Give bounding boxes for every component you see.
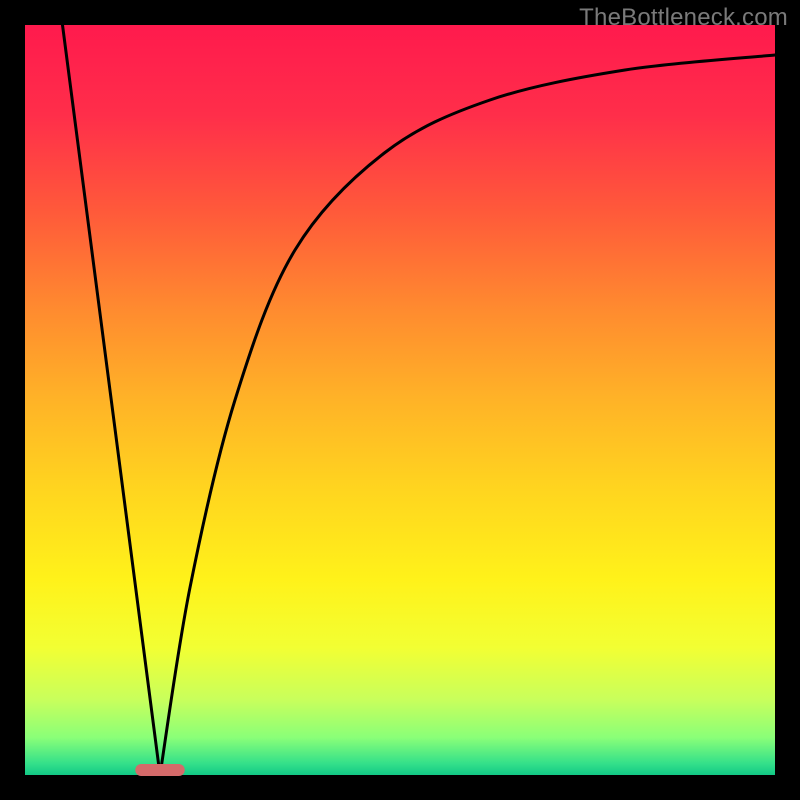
- minimum-marker: [135, 764, 185, 776]
- chart-container: TheBottleneck.com: [0, 0, 800, 800]
- bottleneck-chart: [0, 0, 800, 800]
- plot-background: [25, 25, 775, 775]
- watermark-text: TheBottleneck.com: [579, 4, 788, 32]
